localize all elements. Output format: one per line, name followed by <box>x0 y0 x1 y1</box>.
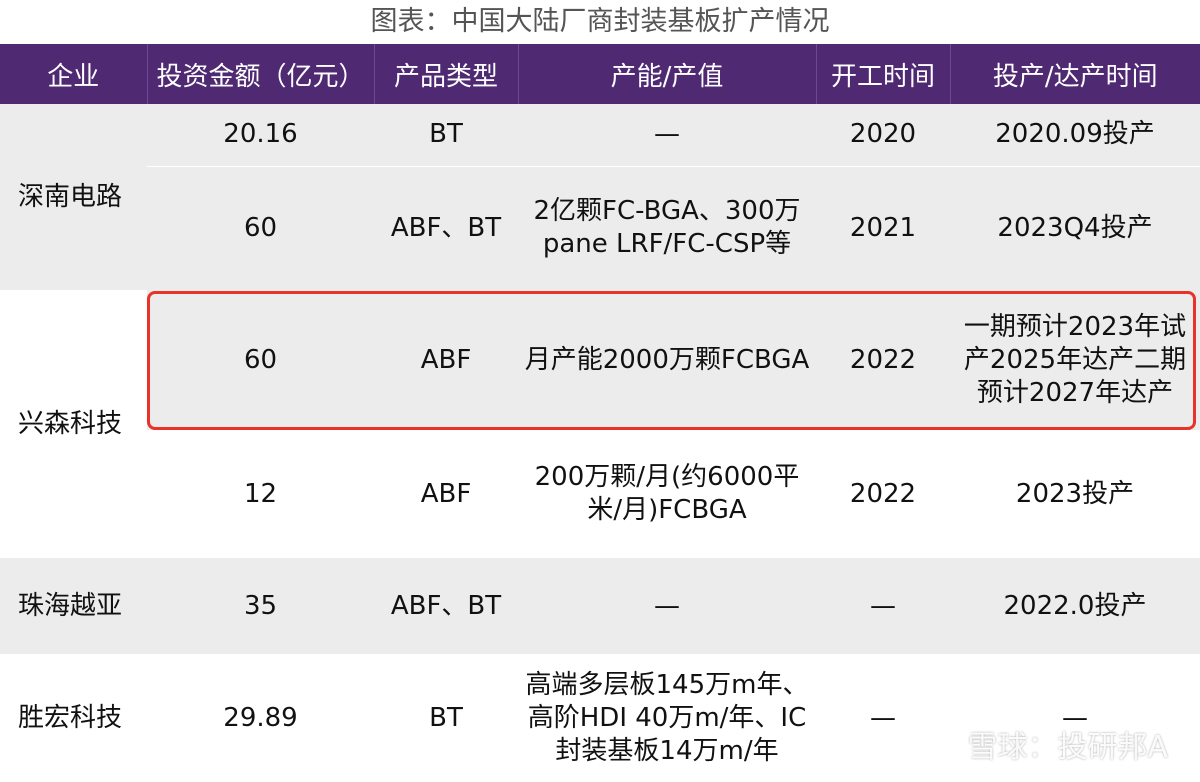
investment-cell: 12 <box>147 430 374 558</box>
table-row: 兴森科技 60 ABF 月产能2000万颗FCBGA 2022 一期预计2023… <box>0 290 1200 558</box>
table-row: 珠海越亚 35 ABF、BT — — 2022.0投产 <box>0 558 1200 654</box>
product-cell: ABF、BT <box>374 558 518 654</box>
table-row: 胜宏科技 29.89 BT 高端多层板145万m年、高阶HDI 40万m/年、I… <box>0 654 1200 782</box>
start-cell: 2022 <box>816 430 950 558</box>
production-cell: 2023投产 <box>950 430 1200 558</box>
capacity-cell: 高端多层板145万m年、高阶HDI 40万m/年、IC封装基板14万m/年 <box>518 654 816 782</box>
production-cell: 2022.0投产 <box>950 558 1200 654</box>
snowball-icon <box>912 725 952 765</box>
capacity-cell: — <box>518 104 816 166</box>
start-cell: — <box>816 558 950 654</box>
investment-cell: 60 <box>147 290 374 430</box>
header-company: 企业 <box>0 44 148 104</box>
table-row: 深南电路 20.16 BT — 2020 2020.09投产 <box>0 104 1200 290</box>
capacity-cell: — <box>518 558 816 654</box>
company-cell: 胜宏科技 <box>0 654 147 782</box>
product-cell: BT <box>374 654 518 782</box>
company-cell: 珠海越亚 <box>0 558 147 654</box>
capacity-cell: 2亿颗FC-BGA、300万pane LRF/FC-CSP等 <box>518 165 816 290</box>
header-product: 产品类型 <box>374 44 519 104</box>
start-cell: — <box>816 654 950 782</box>
investment-cell: 35 <box>147 558 374 654</box>
table-row: 60 ABF、BT 2亿颗FC-BGA、300万pane LRF/FC-CSP等… <box>0 165 1200 290</box>
product-cell: ABF <box>374 430 518 558</box>
production-cell: 2020.09投产 <box>950 104 1200 166</box>
header-production: 投产/达产时间 <box>950 44 1200 104</box>
header-investment: 投资金额（亿元） <box>147 44 375 104</box>
start-cell: 2021 <box>816 165 950 290</box>
production-cell: 2023Q4投产 <box>950 165 1200 290</box>
header-row: 企业 投资金额（亿元） 产品类型 产能/产值 开工时间 投产/达产时间 <box>0 44 1200 104</box>
company-cell: 兴森科技 <box>0 290 147 558</box>
investment-cell: 20.16 <box>147 104 374 166</box>
product-cell: ABF <box>374 290 518 430</box>
capacity-cell: 月产能2000万颗FCBGA <box>518 290 816 430</box>
header-start: 开工时间 <box>816 44 951 104</box>
start-cell: 2022 <box>816 290 950 430</box>
investment-cell: 60 <box>147 165 374 290</box>
investment-cell: 29.89 <box>147 654 374 782</box>
capacity-table: 企业 投资金额（亿元） 产品类型 产能/产值 开工时间 投产/达产时间 深南电路… <box>0 44 1200 782</box>
production-cell: — <box>950 654 1200 782</box>
table-row: 12 ABF 200万颗/月(约6000平米/月)FCBGA 2022 2023… <box>0 430 1200 558</box>
company-cell: 深南电路 <box>0 104 147 290</box>
watermark: 雪球：投研邦A <box>912 722 1168 766</box>
product-cell: ABF、BT <box>374 165 518 290</box>
capacity-cell: 200万颗/月(约6000平米/月)FCBGA <box>518 430 816 558</box>
start-cell: 2020 <box>816 104 950 166</box>
production-cell: 一期预计2023年试产2025年达产二期预计2027年达产 <box>950 290 1200 430</box>
header-capacity: 产能/产值 <box>518 44 817 104</box>
product-cell: BT <box>374 104 518 166</box>
table-title: 图表：中国大陆厂商封装基板扩产情况 <box>370 6 830 37</box>
watermark-text: 雪球：投研邦A <box>967 730 1168 765</box>
